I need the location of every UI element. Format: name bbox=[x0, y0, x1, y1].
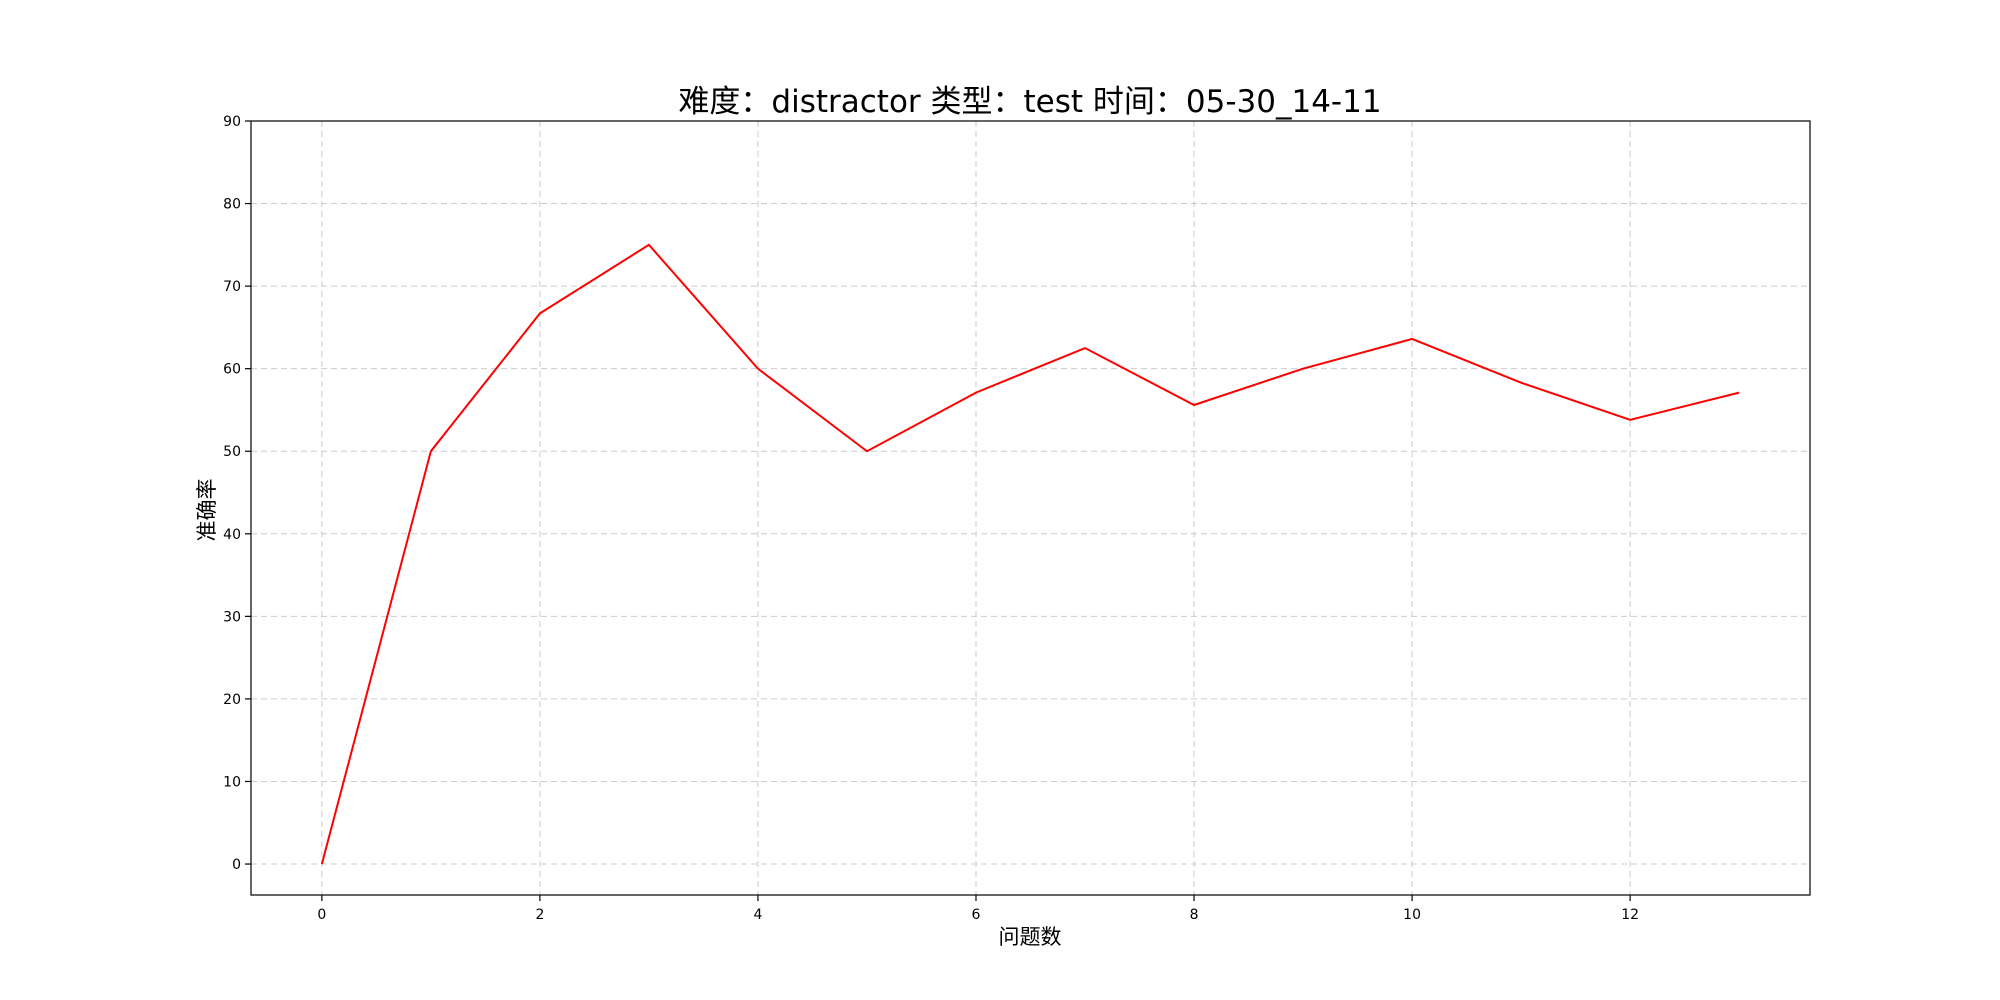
x-tick-label: 0 bbox=[317, 907, 326, 923]
y-tick-label: 30 bbox=[223, 609, 241, 625]
y-tick-label: 60 bbox=[223, 362, 241, 378]
x-tick-label: 8 bbox=[1190, 907, 1199, 923]
y-tick-label: 90 bbox=[223, 114, 241, 130]
x-tick-label: 4 bbox=[753, 907, 762, 923]
x-axis-label: 问题数 bbox=[999, 925, 1062, 949]
y-tick-label: 80 bbox=[223, 197, 241, 213]
x-tick-label: 2 bbox=[535, 907, 544, 923]
plot-frame bbox=[250, 120, 1811, 896]
y-axis: 0 10 20 30 40 50 60 70 80 90 bbox=[223, 114, 251, 873]
y-tick-label: 20 bbox=[223, 692, 241, 708]
series-line bbox=[320, 243, 1740, 865]
y-tick-label: 0 bbox=[232, 857, 241, 873]
grid-lines bbox=[251, 120, 1810, 895]
x-axis: 0 2 4 6 8 10 12 bbox=[317, 895, 1639, 923]
x-tick-label: 6 bbox=[972, 907, 981, 923]
y-tick-label: 70 bbox=[223, 279, 241, 295]
series-layer bbox=[320, 243, 1740, 865]
x-tick-label: 10 bbox=[1403, 907, 1421, 923]
y-tick-label: 10 bbox=[223, 774, 241, 790]
chart-title: 难度：distractor 类型：test 时间：05-30_14-11 bbox=[678, 84, 1381, 120]
y-tick-label: 50 bbox=[223, 444, 241, 460]
x-tick-label: 12 bbox=[1621, 907, 1639, 923]
y-axis-label: 准确率 bbox=[195, 479, 219, 542]
y-tick-label: 40 bbox=[223, 527, 241, 543]
